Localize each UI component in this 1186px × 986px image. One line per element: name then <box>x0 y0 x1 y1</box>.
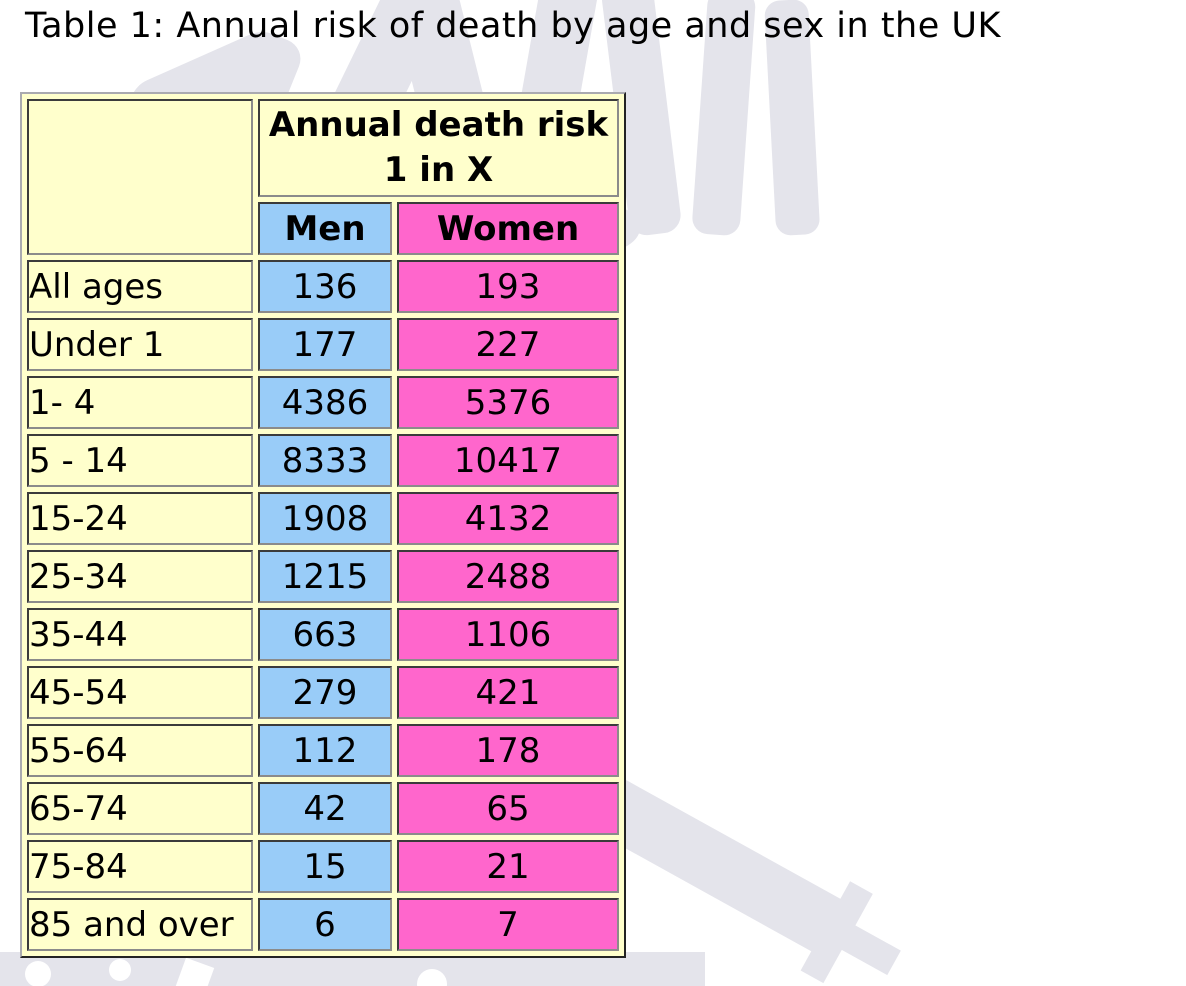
row-label: 55-64 <box>27 724 253 777</box>
row-label: 65-74 <box>27 782 253 835</box>
women-value: 65 <box>397 782 619 835</box>
header-row-group: Annual death risk 1 in X <box>27 99 619 255</box>
row-label: 1- 4 <box>27 376 253 429</box>
women-value: 227 <box>397 318 619 371</box>
corner-cell <box>27 99 253 255</box>
table-row: 75-84 15 21 <box>27 840 619 893</box>
table-row: 35-44 663 1106 <box>27 608 619 661</box>
group-header-cell: Annual death risk 1 in X <box>258 99 619 197</box>
men-value: 112 <box>258 724 392 777</box>
women-value: 4132 <box>397 492 619 545</box>
men-value: 136 <box>258 260 392 313</box>
table-row: 15-24 1908 4132 <box>27 492 619 545</box>
table-row: 55-64 112 178 <box>27 724 619 777</box>
header-row-columns: Men Women <box>27 202 619 255</box>
men-value: 1908 <box>258 492 392 545</box>
men-value: 279 <box>258 666 392 719</box>
row-label: All ages <box>27 260 253 313</box>
table-row: All ages 136 193 <box>27 260 619 313</box>
content-area: Table 1: Annual risk of death by age and… <box>0 6 1186 958</box>
women-value: 193 <box>397 260 619 313</box>
group-header-line2: 1 in X <box>383 150 494 190</box>
table-row: 25-34 1215 2488 <box>27 550 619 603</box>
row-label: 85 and over <box>27 898 253 951</box>
page-title: Table 1: Annual risk of death by age and… <box>25 6 1001 46</box>
men-value: 6 <box>258 898 392 951</box>
table-row: Under 1 177 227 <box>27 318 619 371</box>
men-value: 42 <box>258 782 392 835</box>
row-label: 35-44 <box>27 608 253 661</box>
women-value: 1106 <box>397 608 619 661</box>
women-value: 178 <box>397 724 619 777</box>
column-header-women: Women <box>397 202 619 255</box>
group-header-line1: Annual death risk <box>268 105 609 145</box>
row-label: Under 1 <box>27 318 253 371</box>
table-row: 1- 4 4386 5376 <box>27 376 619 429</box>
men-value: 8333 <box>258 434 392 487</box>
men-value: 663 <box>258 608 392 661</box>
table-row: 5 - 14 8333 10417 <box>27 434 619 487</box>
women-value: 21 <box>397 840 619 893</box>
women-value: 10417 <box>397 434 619 487</box>
row-label: 75-84 <box>27 840 253 893</box>
row-label: 15-24 <box>27 492 253 545</box>
women-value: 421 <box>397 666 619 719</box>
annual-death-risk-table: Annual death risk 1 in X Men Women All a… <box>20 92 626 958</box>
table-row: 65-74 42 65 <box>27 782 619 835</box>
men-value: 177 <box>258 318 392 371</box>
row-label: 45-54 <box>27 666 253 719</box>
women-value: 2488 <box>397 550 619 603</box>
men-value: 15 <box>258 840 392 893</box>
women-value: 5376 <box>397 376 619 429</box>
row-label: 5 - 14 <box>27 434 253 487</box>
table-row: 45-54 279 421 <box>27 666 619 719</box>
men-value: 4386 <box>258 376 392 429</box>
women-value: 7 <box>397 898 619 951</box>
table-row: 85 and over 6 7 <box>27 898 619 951</box>
column-header-men: Men <box>258 202 392 255</box>
row-label: 25-34 <box>27 550 253 603</box>
men-value: 1215 <box>258 550 392 603</box>
